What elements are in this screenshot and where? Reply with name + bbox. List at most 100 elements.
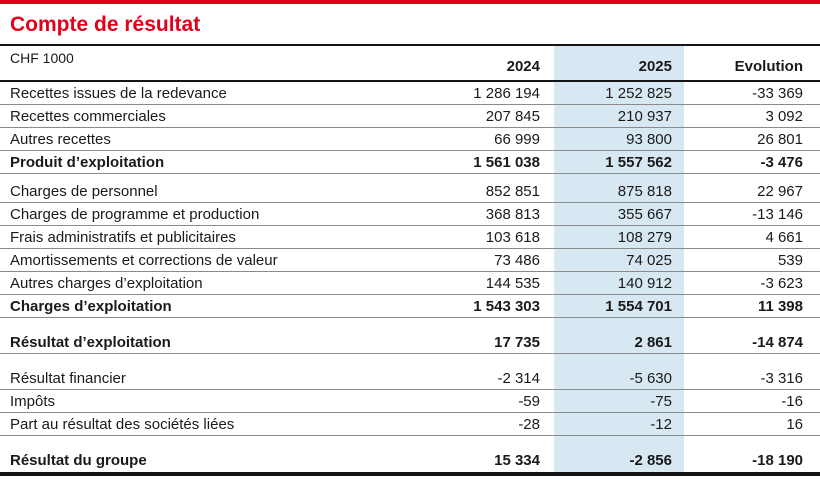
row-label: Impôts: [10, 392, 56, 410]
value-2025: -5 630: [554, 367, 684, 389]
row-label: Charges de personnel: [10, 182, 158, 200]
value-evolution: 22 967: [757, 182, 803, 200]
spacer-row: [0, 174, 820, 180]
row-label: Produit d’exploitation: [10, 153, 165, 171]
value-2025: 74 025: [554, 249, 684, 271]
value-2025: 1 252 825: [554, 82, 684, 104]
row-label: Charges d’exploitation: [10, 297, 172, 315]
value-evolution: -16: [781, 392, 803, 410]
column-header-2025: 2025: [554, 46, 684, 80]
value-evolution: -14 874: [752, 333, 803, 351]
spacer-2024-cell: [404, 436, 554, 449]
unit-label: CHF 1000: [10, 50, 74, 66]
row-label: Amortissements et corrections de valeur: [10, 251, 278, 269]
table-row: Produit d’exploitation 1 561 038 1 557 5…: [0, 151, 820, 174]
row-label: Résultat du groupe: [10, 452, 147, 469]
spacer-label-cell: [0, 354, 404, 367]
value-2024: -2 314: [497, 369, 540, 387]
value-2025: 108 279: [554, 226, 684, 248]
spacer-2025-cell: [554, 354, 684, 367]
value-evolution: 4 661: [765, 228, 803, 246]
value-evolution: -3 476: [760, 153, 803, 171]
income-statement-table: CHF 1000 2024 2025 Evolution Recettes is…: [0, 46, 820, 472]
value-2025: 875 818: [554, 180, 684, 202]
table-row: Résultat du groupe 15 334 -2 856 -18 190: [0, 449, 820, 472]
spacer-evolution-cell: [684, 318, 820, 331]
table-row: Recettes commerciales 207 845 210 937 3 …: [0, 105, 820, 128]
table-row: Frais administratifs et publicitaires 10…: [0, 226, 820, 249]
table-row: Part au résultat des sociétés liées -28 …: [0, 413, 820, 436]
value-2025: 355 667: [554, 203, 684, 225]
row-label: Recettes issues de la redevance: [10, 84, 227, 102]
table-row: Résultat d’exploitation 17 735 2 861 -14…: [0, 331, 820, 354]
value-2024: 15 334: [494, 452, 540, 469]
value-2024: -28: [518, 415, 540, 433]
table-row: Recettes issues de la redevance 1 286 19…: [0, 82, 820, 105]
value-2025: 1 557 562: [554, 151, 684, 173]
value-2024: -59: [518, 392, 540, 410]
value-evolution: 3 092: [765, 107, 803, 125]
row-label: Part au résultat des sociétés liées: [10, 415, 235, 433]
top-accent-rule: [0, 0, 820, 4]
spacer-evolution-cell: [684, 354, 820, 367]
title-rule: [0, 44, 820, 46]
value-evolution: 16: [786, 415, 803, 433]
row-label: Autres charges d’exploitation: [10, 274, 203, 292]
value-2024: 207 845: [485, 107, 540, 125]
row-label: Résultat d’exploitation: [10, 333, 171, 351]
table-row: Autres recettes 66 999 93 800 26 801: [0, 128, 820, 151]
spacer-label-cell: [0, 318, 404, 331]
bottom-rule: [0, 472, 820, 476]
value-evolution: 11 398: [757, 297, 803, 315]
value-2025: 2 861: [554, 331, 684, 353]
table-row: Charges de personnel 852 851 875 818 22 …: [0, 180, 820, 203]
value-2025: -75: [554, 390, 684, 412]
table-row: Charges d’exploitation 1 543 303 1 554 7…: [0, 295, 820, 318]
value-2025: 140 912: [554, 272, 684, 294]
spacer-2025-cell: [554, 318, 684, 331]
value-evolution: 539: [777, 251, 803, 269]
value-2024: 1 561 038: [473, 153, 540, 171]
value-2024: 852 851: [485, 182, 540, 200]
value-2025: 93 800: [554, 128, 684, 150]
row-label: Frais administratifs et publicitaires: [10, 228, 236, 246]
value-2024: 1 543 303: [473, 297, 540, 315]
spacer-row: [0, 436, 820, 449]
value-2025: -12: [554, 413, 684, 435]
value-2025: -2 856: [554, 449, 684, 472]
table-row: Résultat financier -2 314 -5 630 -3 316: [0, 367, 820, 390]
row-label: Autres recettes: [10, 130, 111, 148]
row-label: Résultat financier: [10, 369, 126, 387]
value-2024: 103 618: [485, 228, 540, 246]
value-2024: 1 286 194: [473, 84, 540, 102]
value-evolution: -3 623: [760, 274, 803, 292]
row-label: Charges de programme et production: [10, 205, 260, 223]
value-evolution: -3 316: [760, 369, 803, 387]
value-evolution: -33 369: [752, 84, 803, 102]
value-evolution: -18 190: [752, 452, 803, 469]
value-evolution: -13 146: [752, 205, 803, 223]
table-row: Autres charges d’exploitation 144 535 14…: [0, 272, 820, 295]
value-2025: 210 937: [554, 105, 684, 127]
value-2025: 1 554 701: [554, 295, 684, 317]
spacer-label-cell: [0, 436, 404, 449]
spacer-evolution-cell: [684, 436, 820, 449]
row-label: Recettes commerciales: [10, 107, 166, 125]
spacer-2024-cell: [404, 354, 554, 367]
column-header-2024: 2024: [506, 58, 540, 75]
table-row: Charges de programme et production 368 8…: [0, 203, 820, 226]
value-2024: 66 999: [494, 130, 540, 148]
spacer-2025-cell: [554, 436, 684, 449]
value-2024: 144 535: [485, 274, 540, 292]
spacer-2024-cell: [404, 318, 554, 331]
table-header: CHF 1000 2024 2025 Evolution: [0, 46, 820, 82]
value-2024: 73 486: [494, 251, 540, 269]
table-body: Recettes issues de la redevance 1 286 19…: [0, 82, 820, 472]
spacer-row: [0, 354, 820, 367]
column-header-evolution: Evolution: [734, 58, 803, 75]
spacer-2025-cell: [554, 174, 684, 180]
page-title: Compte de résultat: [10, 13, 201, 36]
value-evolution: 26 801: [757, 130, 803, 148]
value-2024: 368 813: [485, 205, 540, 223]
